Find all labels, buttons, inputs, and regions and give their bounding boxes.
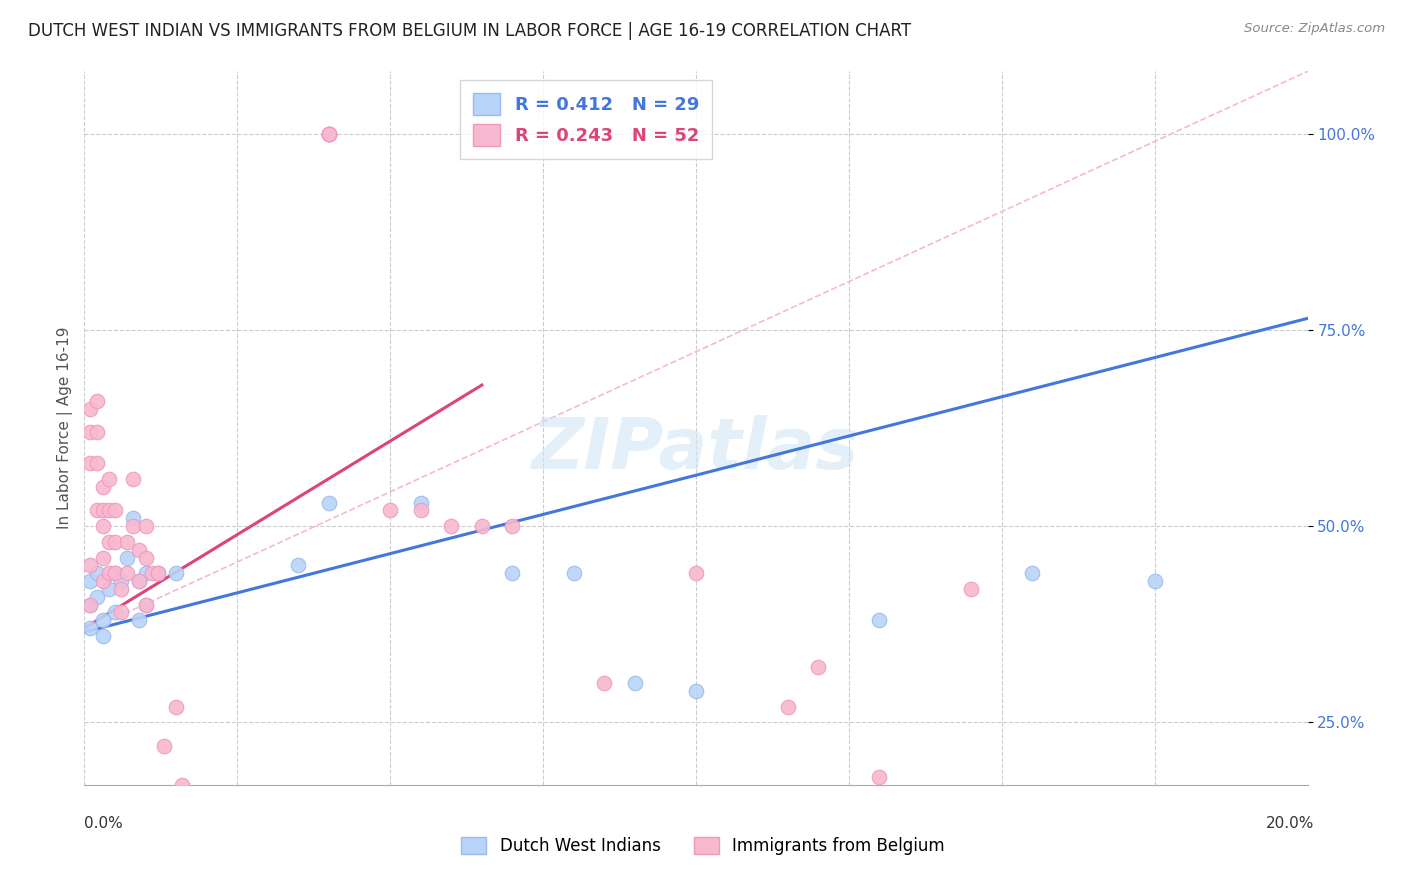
Point	[110, 582, 132, 596]
Point	[91, 519, 114, 533]
Point	[86, 425, 108, 439]
Text: Source: ZipAtlas.com: Source: ZipAtlas.com	[1244, 22, 1385, 36]
Point	[471, 519, 494, 533]
Point	[104, 606, 127, 620]
Point	[91, 574, 114, 588]
Point	[146, 566, 169, 581]
Point	[91, 503, 114, 517]
Point	[86, 457, 108, 471]
Point	[135, 519, 157, 533]
Point	[79, 425, 101, 439]
Point	[86, 566, 108, 581]
Point	[960, 582, 983, 596]
Point	[122, 519, 145, 533]
Point	[165, 699, 187, 714]
Point	[115, 566, 138, 581]
Point	[135, 598, 157, 612]
Point	[440, 519, 463, 533]
Point	[146, 566, 169, 581]
Point	[104, 503, 127, 517]
Point	[122, 511, 145, 525]
Point	[1021, 566, 1043, 581]
Point	[869, 613, 891, 627]
Point	[172, 778, 194, 792]
Point	[593, 676, 616, 690]
Point	[79, 457, 101, 471]
Point	[79, 574, 101, 588]
Point	[624, 676, 647, 690]
Point	[91, 613, 114, 627]
Point	[110, 606, 132, 620]
Point	[409, 503, 432, 517]
Point	[135, 550, 157, 565]
Point	[97, 472, 120, 486]
Point	[104, 566, 127, 581]
Point	[135, 598, 157, 612]
Point	[91, 480, 114, 494]
Point	[776, 699, 799, 714]
Point	[128, 542, 150, 557]
Point	[86, 503, 108, 517]
Legend: Dutch West Indians, Immigrants from Belgium: Dutch West Indians, Immigrants from Belg…	[454, 830, 952, 862]
Point	[502, 519, 524, 533]
Point	[128, 574, 150, 588]
Text: DUTCH WEST INDIAN VS IMMIGRANTS FROM BELGIUM IN LABOR FORCE | AGE 16-19 CORRELAT: DUTCH WEST INDIAN VS IMMIGRANTS FROM BEL…	[28, 22, 911, 40]
Point	[91, 550, 114, 565]
Text: 20.0%: 20.0%	[1267, 816, 1315, 831]
Point	[380, 503, 402, 517]
Point	[79, 621, 101, 635]
Point	[318, 496, 340, 510]
Point	[287, 558, 309, 573]
Point	[685, 566, 707, 581]
Point	[79, 401, 101, 416]
Legend: R = 0.412   N = 29, R = 0.243   N = 52: R = 0.412 N = 29, R = 0.243 N = 52	[460, 80, 711, 159]
Point	[79, 598, 101, 612]
Point	[97, 582, 120, 596]
Text: 0.0%: 0.0%	[84, 816, 124, 831]
Y-axis label: In Labor Force | Age 16-19: In Labor Force | Age 16-19	[58, 326, 73, 530]
Point	[110, 574, 132, 588]
Point	[97, 503, 120, 517]
Point	[807, 660, 830, 674]
Point	[318, 127, 340, 141]
Text: ZIPatlas: ZIPatlas	[533, 415, 859, 484]
Point	[409, 496, 432, 510]
Point	[318, 127, 340, 141]
Point	[165, 566, 187, 581]
Point	[128, 613, 150, 627]
Point	[104, 534, 127, 549]
Point	[91, 629, 114, 643]
Point	[502, 566, 524, 581]
Point	[318, 127, 340, 141]
Point	[135, 566, 157, 581]
Point	[97, 534, 120, 549]
Point	[86, 590, 108, 604]
Point	[1143, 574, 1166, 588]
Point	[128, 574, 150, 588]
Point	[685, 684, 707, 698]
Point	[869, 770, 891, 784]
Point	[86, 393, 108, 408]
Point	[318, 127, 340, 141]
Point	[97, 566, 120, 581]
Point	[153, 739, 176, 753]
Point	[79, 598, 101, 612]
Point	[104, 566, 127, 581]
Point	[115, 534, 138, 549]
Point	[79, 558, 101, 573]
Point	[141, 566, 163, 581]
Point	[122, 472, 145, 486]
Point	[115, 550, 138, 565]
Point	[562, 566, 585, 581]
